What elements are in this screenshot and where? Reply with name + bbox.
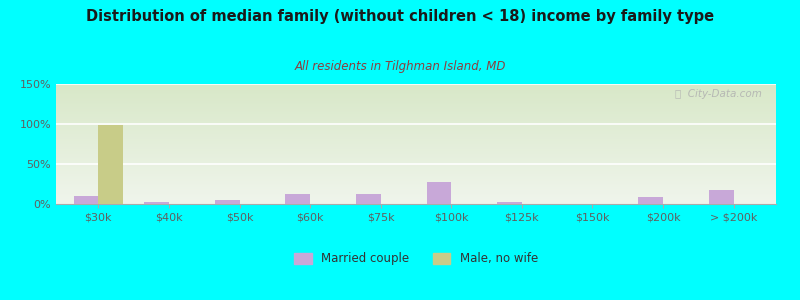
Bar	[356, 194, 381, 204]
Text: All residents in Tilghman Island, MD: All residents in Tilghman Island, MD	[294, 60, 506, 73]
Text: Distribution of median family (without children < 18) income by family type: Distribution of median family (without c…	[86, 9, 714, 24]
Bar	[286, 194, 310, 204]
Bar	[497, 202, 522, 204]
Bar	[144, 202, 169, 204]
Legend: Married couple, Male, no wife: Married couple, Male, no wife	[289, 248, 543, 270]
Text: ⓘ  City-Data.com: ⓘ City-Data.com	[674, 89, 762, 99]
Bar	[74, 196, 98, 204]
Bar	[638, 197, 663, 204]
Bar	[426, 182, 451, 204]
Bar	[215, 200, 239, 204]
Bar	[709, 190, 734, 204]
Bar	[98, 125, 123, 204]
